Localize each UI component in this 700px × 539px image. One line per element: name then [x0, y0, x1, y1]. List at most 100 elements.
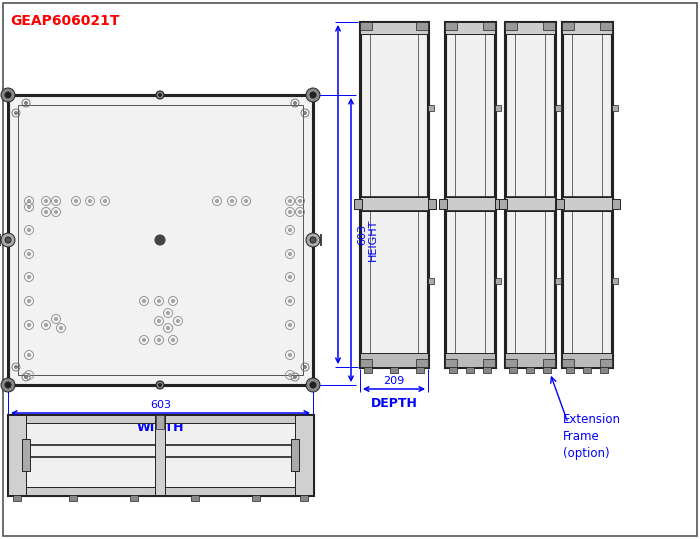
- Circle shape: [172, 338, 174, 342]
- Circle shape: [293, 101, 297, 105]
- Bar: [562, 353, 612, 367]
- Bar: [69, 495, 77, 501]
- Bar: [495, 199, 503, 209]
- Bar: [505, 22, 555, 34]
- Circle shape: [88, 199, 92, 203]
- Circle shape: [288, 323, 291, 327]
- Circle shape: [288, 300, 291, 302]
- Text: HEIGHT: HEIGHT: [368, 219, 378, 261]
- Bar: [155, 415, 165, 495]
- Text: 603: 603: [150, 400, 171, 410]
- Bar: [600, 359, 612, 367]
- Bar: [22, 439, 30, 471]
- Circle shape: [167, 312, 169, 314]
- Circle shape: [5, 382, 11, 388]
- Circle shape: [158, 320, 160, 322]
- Bar: [295, 415, 313, 495]
- Bar: [360, 22, 428, 34]
- Bar: [543, 359, 555, 367]
- Bar: [8, 95, 313, 385]
- Bar: [526, 367, 534, 373]
- Circle shape: [288, 354, 291, 356]
- Bar: [483, 367, 491, 373]
- Bar: [505, 22, 555, 367]
- Bar: [483, 22, 495, 30]
- Circle shape: [158, 384, 162, 386]
- Bar: [562, 22, 612, 367]
- Bar: [600, 367, 608, 373]
- Circle shape: [158, 93, 162, 96]
- Bar: [445, 22, 495, 367]
- Circle shape: [288, 211, 291, 213]
- Bar: [8, 415, 313, 495]
- Bar: [8, 415, 26, 495]
- Bar: [483, 359, 495, 367]
- Circle shape: [60, 327, 62, 329]
- Circle shape: [304, 365, 307, 369]
- Bar: [360, 22, 428, 367]
- Circle shape: [55, 199, 57, 203]
- Bar: [191, 495, 199, 501]
- Bar: [8, 415, 313, 495]
- Bar: [428, 105, 434, 111]
- Bar: [583, 367, 591, 373]
- Circle shape: [27, 300, 31, 302]
- Bar: [509, 367, 517, 373]
- Circle shape: [306, 88, 320, 102]
- Bar: [8, 415, 313, 423]
- Bar: [18, 105, 303, 375]
- Bar: [416, 367, 424, 373]
- Circle shape: [306, 378, 320, 392]
- Bar: [360, 359, 372, 367]
- Bar: [562, 197, 612, 211]
- Bar: [505, 22, 517, 30]
- Circle shape: [45, 199, 48, 203]
- Circle shape: [55, 317, 57, 321]
- Circle shape: [27, 199, 31, 203]
- Circle shape: [45, 211, 48, 213]
- Circle shape: [27, 252, 31, 255]
- Circle shape: [288, 374, 291, 377]
- Circle shape: [172, 300, 174, 302]
- Bar: [439, 199, 447, 209]
- Bar: [360, 353, 428, 367]
- Bar: [562, 22, 612, 34]
- Bar: [555, 105, 561, 111]
- Text: 209: 209: [384, 376, 405, 386]
- Circle shape: [306, 233, 320, 247]
- Bar: [562, 22, 612, 367]
- Bar: [428, 278, 434, 284]
- Text: WIDTH: WIDTH: [136, 421, 184, 434]
- Circle shape: [27, 323, 31, 327]
- Bar: [505, 353, 555, 367]
- Circle shape: [310, 92, 316, 98]
- Circle shape: [310, 382, 316, 388]
- Circle shape: [15, 112, 18, 114]
- Circle shape: [104, 199, 106, 203]
- Circle shape: [288, 252, 291, 255]
- Bar: [499, 199, 507, 209]
- Circle shape: [45, 323, 48, 327]
- Circle shape: [288, 199, 291, 203]
- Circle shape: [230, 199, 234, 203]
- Bar: [543, 367, 551, 373]
- Text: 603: 603: [357, 224, 367, 245]
- Bar: [416, 22, 428, 30]
- Bar: [445, 197, 495, 211]
- Bar: [445, 359, 457, 367]
- Circle shape: [304, 112, 307, 114]
- Bar: [445, 22, 495, 34]
- Circle shape: [244, 199, 248, 203]
- Bar: [360, 22, 372, 30]
- Circle shape: [158, 300, 160, 302]
- Circle shape: [216, 199, 218, 203]
- Bar: [390, 367, 398, 373]
- Bar: [505, 197, 555, 211]
- Circle shape: [27, 354, 31, 356]
- Bar: [612, 199, 620, 209]
- Bar: [505, 22, 555, 367]
- Circle shape: [176, 320, 179, 322]
- Bar: [8, 95, 313, 385]
- Circle shape: [27, 374, 31, 377]
- Bar: [543, 22, 555, 30]
